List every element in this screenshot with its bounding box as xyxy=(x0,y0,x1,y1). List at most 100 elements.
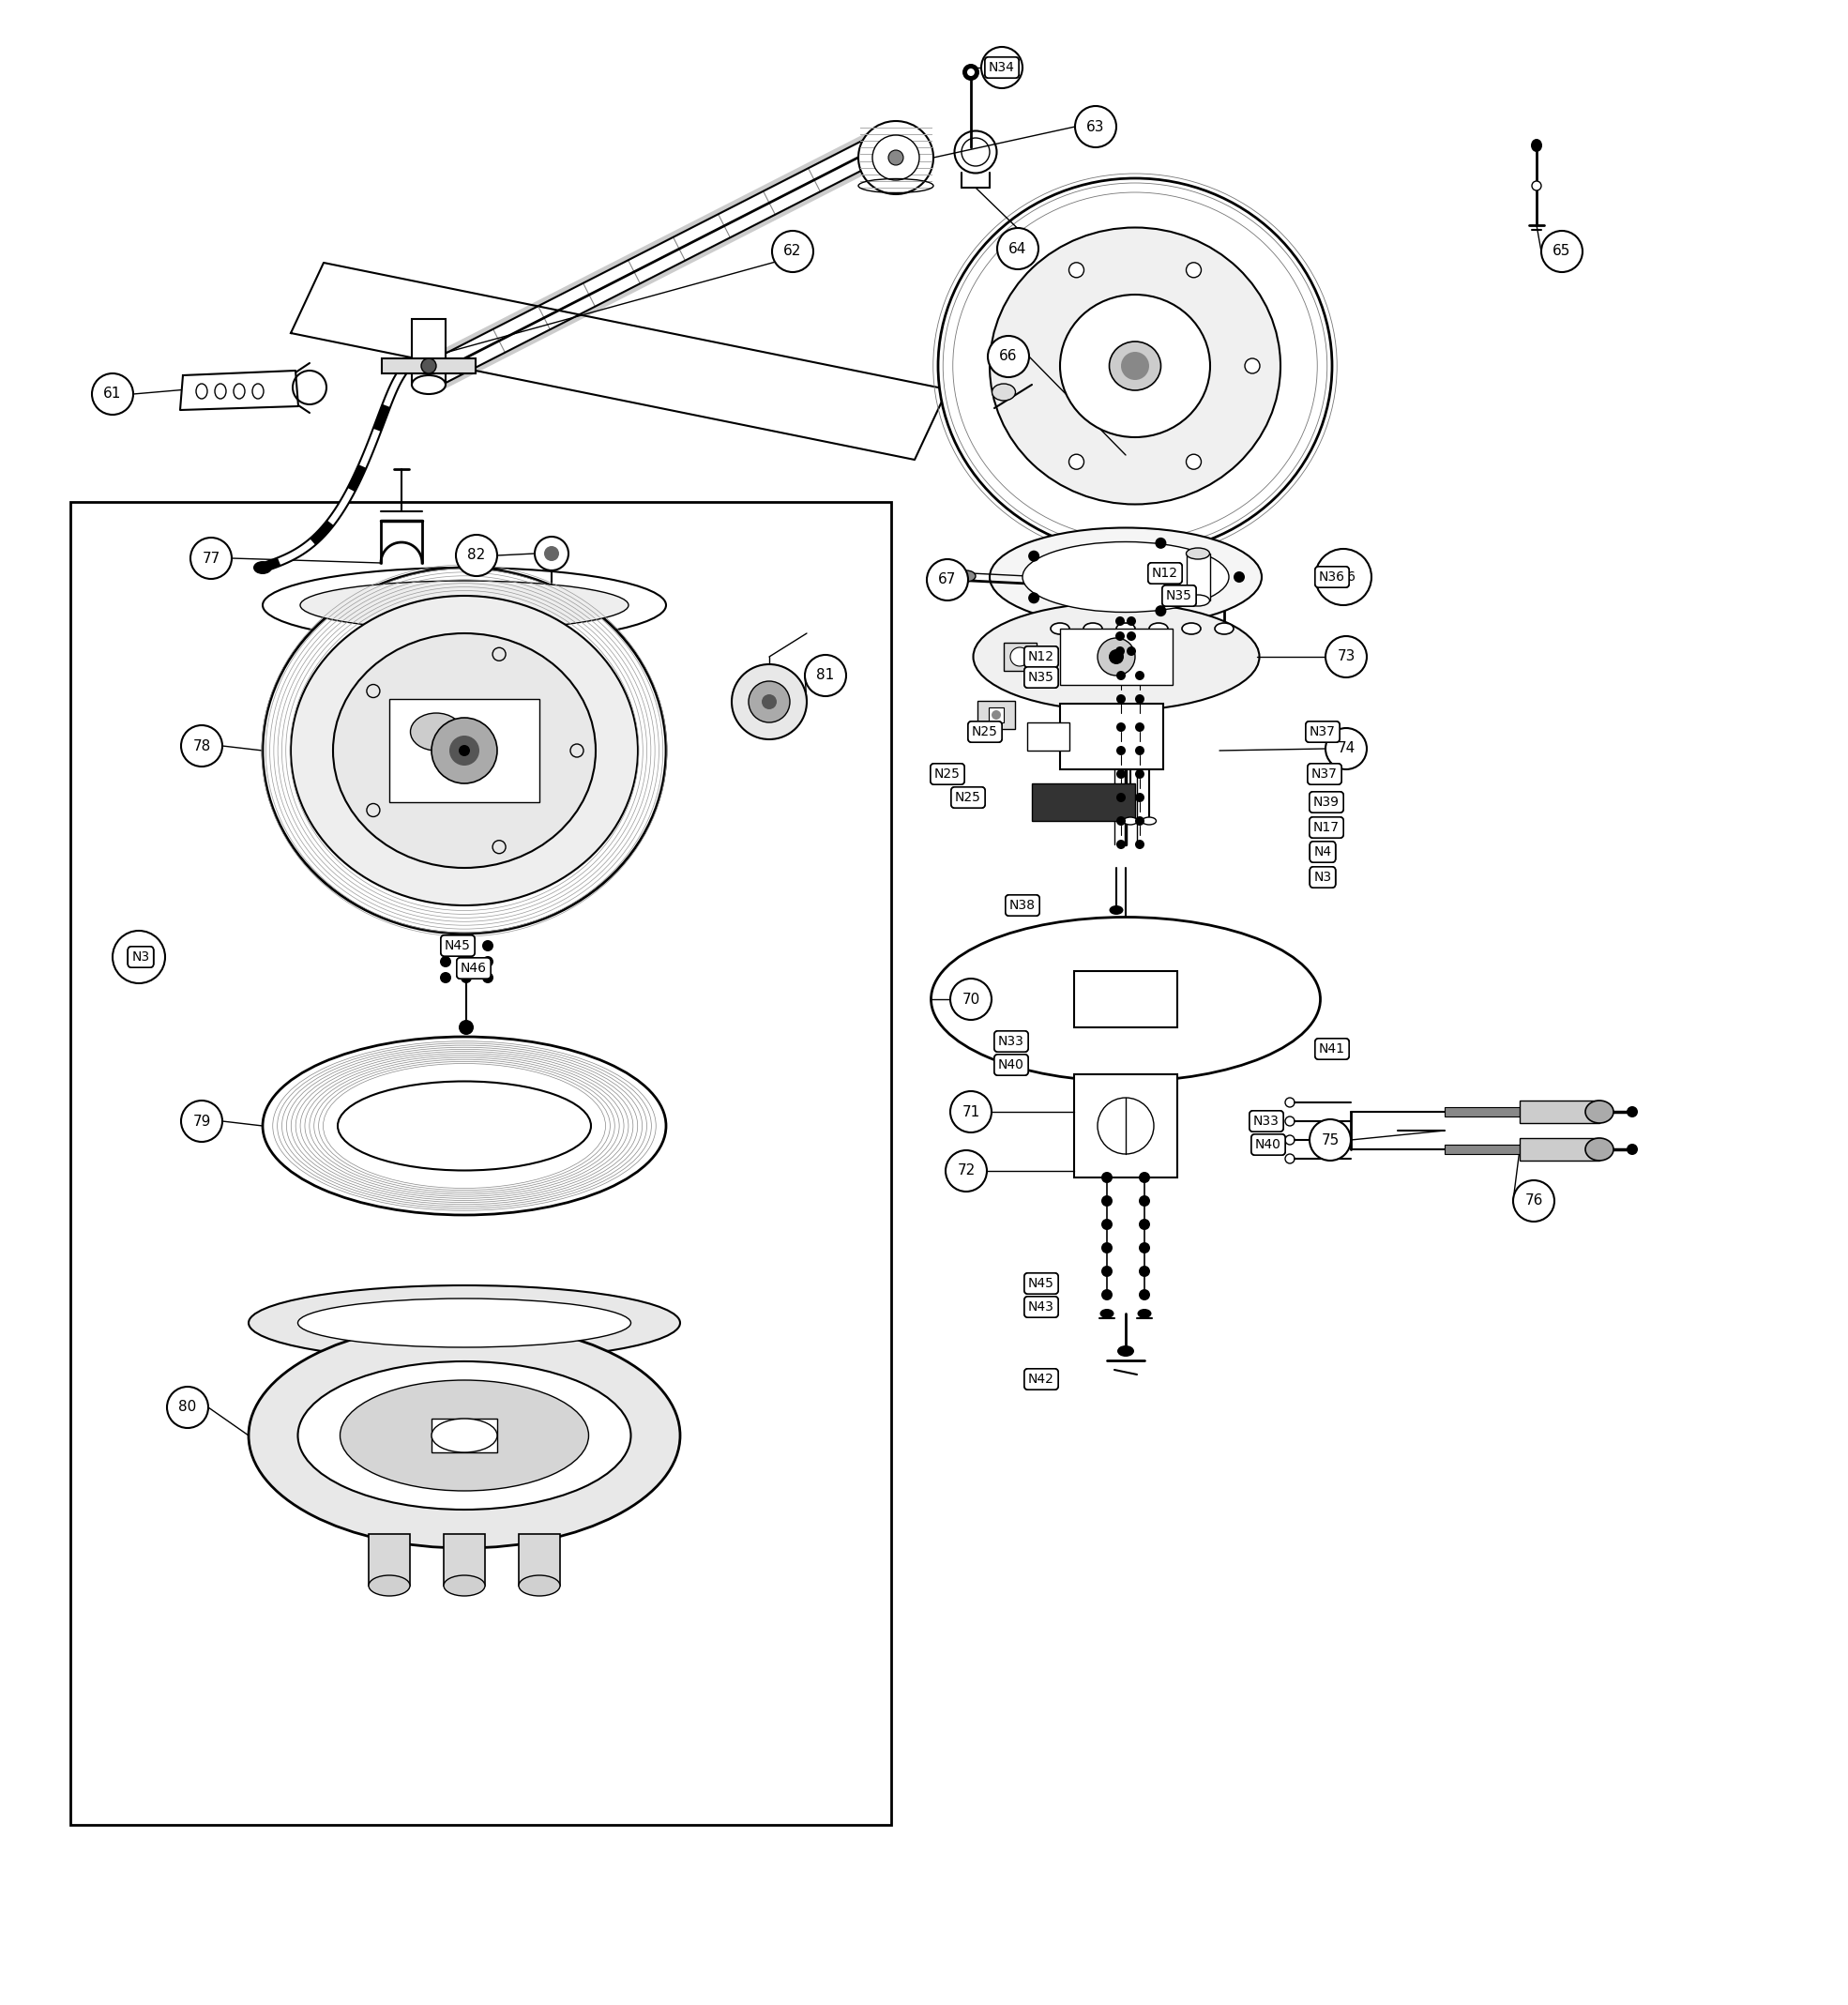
Circle shape xyxy=(1626,1107,1637,1117)
Ellipse shape xyxy=(1149,624,1168,634)
Circle shape xyxy=(1116,770,1125,778)
Circle shape xyxy=(1127,616,1137,626)
Circle shape xyxy=(889,150,904,164)
Circle shape xyxy=(421,359,436,373)
Text: N41: N41 xyxy=(1319,1043,1345,1055)
Text: 82: 82 xyxy=(468,549,486,563)
Text: 71: 71 xyxy=(961,1105,979,1119)
Circle shape xyxy=(460,940,471,950)
Circle shape xyxy=(449,736,479,766)
Ellipse shape xyxy=(290,595,638,906)
Ellipse shape xyxy=(340,1379,590,1492)
Circle shape xyxy=(1011,648,1029,666)
Ellipse shape xyxy=(992,383,1015,401)
Circle shape xyxy=(989,337,1029,377)
Text: N43: N43 xyxy=(1027,1301,1055,1313)
Circle shape xyxy=(1514,1181,1554,1221)
Circle shape xyxy=(1186,455,1201,469)
Circle shape xyxy=(1101,1289,1112,1301)
Circle shape xyxy=(1186,263,1201,277)
Circle shape xyxy=(166,1387,209,1428)
Text: N37: N37 xyxy=(1312,768,1338,780)
Ellipse shape xyxy=(1100,1309,1114,1317)
Ellipse shape xyxy=(298,1361,630,1510)
Circle shape xyxy=(1127,632,1137,642)
Text: N12: N12 xyxy=(1151,567,1179,579)
Text: N46: N46 xyxy=(460,962,486,974)
Text: 66: 66 xyxy=(1000,349,1018,363)
Text: N40: N40 xyxy=(998,1059,1024,1071)
Circle shape xyxy=(440,972,451,982)
Text: N41: N41 xyxy=(1319,1043,1345,1055)
Text: 76: 76 xyxy=(1525,1193,1543,1207)
Circle shape xyxy=(1101,1219,1112,1229)
Circle shape xyxy=(92,373,133,415)
Text: N25: N25 xyxy=(935,768,961,780)
Text: N35: N35 xyxy=(1166,589,1192,602)
Text: N35: N35 xyxy=(1166,589,1192,602)
Ellipse shape xyxy=(1109,341,1161,391)
Circle shape xyxy=(967,68,974,76)
Text: N3: N3 xyxy=(129,950,148,964)
Text: N40: N40 xyxy=(1255,1139,1281,1151)
Ellipse shape xyxy=(1142,818,1157,824)
Ellipse shape xyxy=(249,1285,680,1361)
Text: N33: N33 xyxy=(1253,1115,1279,1127)
Circle shape xyxy=(1246,359,1260,373)
Circle shape xyxy=(432,718,497,784)
Bar xyxy=(1031,784,1135,820)
Circle shape xyxy=(181,726,222,766)
Circle shape xyxy=(1101,1171,1112,1183)
Bar xyxy=(444,1534,484,1586)
Ellipse shape xyxy=(939,178,1332,553)
Circle shape xyxy=(963,64,979,80)
Text: 64: 64 xyxy=(1009,241,1027,257)
Text: N3: N3 xyxy=(1314,870,1332,884)
Circle shape xyxy=(534,537,569,571)
Bar xyxy=(70,501,891,1825)
Text: 78: 78 xyxy=(192,740,211,754)
Bar xyxy=(390,700,540,802)
Ellipse shape xyxy=(857,120,933,194)
Circle shape xyxy=(1116,840,1125,848)
Text: 61: 61 xyxy=(103,387,122,401)
Bar xyxy=(1074,970,1177,1027)
Bar xyxy=(1445,1107,1525,1117)
Text: 73: 73 xyxy=(1338,650,1355,664)
Ellipse shape xyxy=(991,227,1281,505)
Bar xyxy=(1519,1139,1599,1161)
Ellipse shape xyxy=(1124,818,1137,824)
Ellipse shape xyxy=(410,714,462,750)
Ellipse shape xyxy=(412,375,445,395)
Ellipse shape xyxy=(1214,624,1234,634)
Text: N12: N12 xyxy=(1027,650,1055,664)
Circle shape xyxy=(482,972,493,982)
Ellipse shape xyxy=(931,916,1319,1081)
Circle shape xyxy=(1325,728,1368,770)
Text: N37: N37 xyxy=(1310,726,1336,738)
Text: N36: N36 xyxy=(1319,571,1345,583)
Circle shape xyxy=(460,972,471,982)
Polygon shape xyxy=(179,371,298,409)
Text: 62: 62 xyxy=(784,245,802,259)
Text: 75: 75 xyxy=(1321,1133,1340,1147)
Ellipse shape xyxy=(1586,1101,1613,1123)
Circle shape xyxy=(946,1151,987,1191)
Text: N40: N40 xyxy=(998,1059,1024,1071)
Circle shape xyxy=(1011,359,1026,373)
Text: N42: N42 xyxy=(1027,1373,1055,1385)
Circle shape xyxy=(1116,632,1125,642)
Text: N36: N36 xyxy=(1319,571,1345,583)
Circle shape xyxy=(1068,455,1085,469)
Circle shape xyxy=(1027,591,1039,604)
Circle shape xyxy=(1138,1265,1149,1277)
Bar xyxy=(383,359,475,373)
Polygon shape xyxy=(290,263,948,459)
Ellipse shape xyxy=(262,1037,665,1215)
Ellipse shape xyxy=(1061,295,1210,437)
Text: N45: N45 xyxy=(1027,1277,1055,1289)
Ellipse shape xyxy=(1586,1139,1613,1161)
Text: N3: N3 xyxy=(131,950,150,964)
Circle shape xyxy=(1135,770,1144,778)
Text: N25: N25 xyxy=(935,768,961,780)
